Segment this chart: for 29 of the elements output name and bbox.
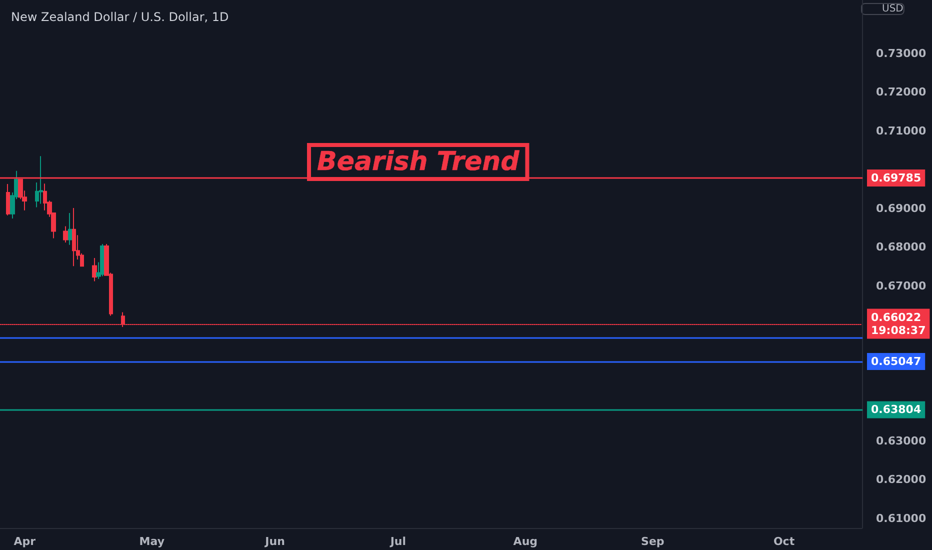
y-tick-label: 0.72000	[876, 86, 926, 99]
candlestick	[68, 212, 72, 246]
candlestick	[6, 184, 10, 216]
x-tick-label: May	[139, 535, 164, 548]
y-tick-label: 0.63000	[876, 434, 926, 448]
x-tick-label: Jul	[389, 535, 406, 548]
x-tick-label: Apr	[14, 535, 36, 548]
candlestick	[92, 257, 97, 282]
ref-line-label: 0.63804	[871, 403, 922, 416]
ref-line-label: 0.65047	[871, 355, 922, 368]
y-tick-label: 0.73000	[876, 46, 926, 60]
y-tick-label: 0.68000	[876, 240, 926, 254]
y-tick-label: 0.67000	[876, 279, 926, 292]
y-tick-label: 0.71000	[876, 124, 926, 138]
annotation: Bearish Trend	[317, 147, 520, 177]
x-tick-label: Aug	[513, 535, 538, 548]
candlestick	[39, 156, 43, 204]
x-tick-label: Sep	[641, 535, 664, 548]
y-axis-title: USD	[882, 4, 904, 14]
x-tick-label: Jun	[264, 535, 285, 548]
y-tick-label: 0.62000	[876, 473, 926, 486]
candlestick	[72, 208, 76, 267]
y-tick-label: 0.69000	[876, 202, 926, 215]
y-tick-label: 0.61000	[876, 512, 926, 525]
x-tick-label: Oct	[773, 535, 795, 548]
ref-line-label: 0.69785	[871, 172, 922, 184]
candlestick	[63, 226, 68, 243]
text: New Zealand Dollar / U.S. Dollar, 1D	[11, 10, 229, 24]
ref-line-label: 0.66022 19:08:37	[871, 310, 926, 337]
